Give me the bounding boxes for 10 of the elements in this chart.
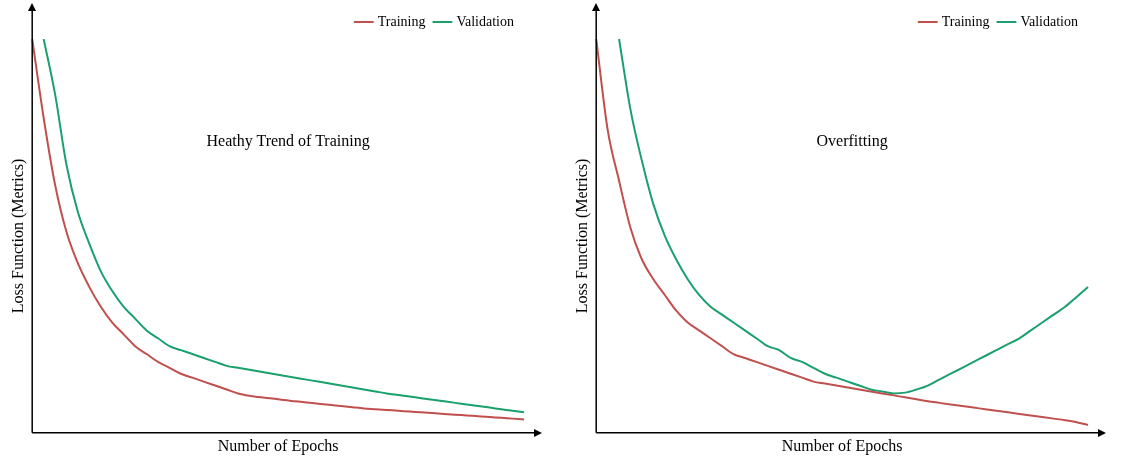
y-axis-title: Loss Function (Metrics) xyxy=(8,158,27,314)
legend-label: Validation xyxy=(456,13,514,29)
legend-label: Training xyxy=(941,13,990,29)
legend-label: Training xyxy=(377,13,426,29)
y-axis-title: Loss Function (Metrics) xyxy=(572,158,591,314)
legend-label: Validation xyxy=(1020,13,1078,29)
annotation: Heathy Trend of Training xyxy=(206,131,370,150)
annotation: Overfitting xyxy=(816,131,888,150)
x-axis-title: Number of Epochs xyxy=(217,436,339,455)
x-axis-title: Number of Epochs xyxy=(781,436,903,455)
